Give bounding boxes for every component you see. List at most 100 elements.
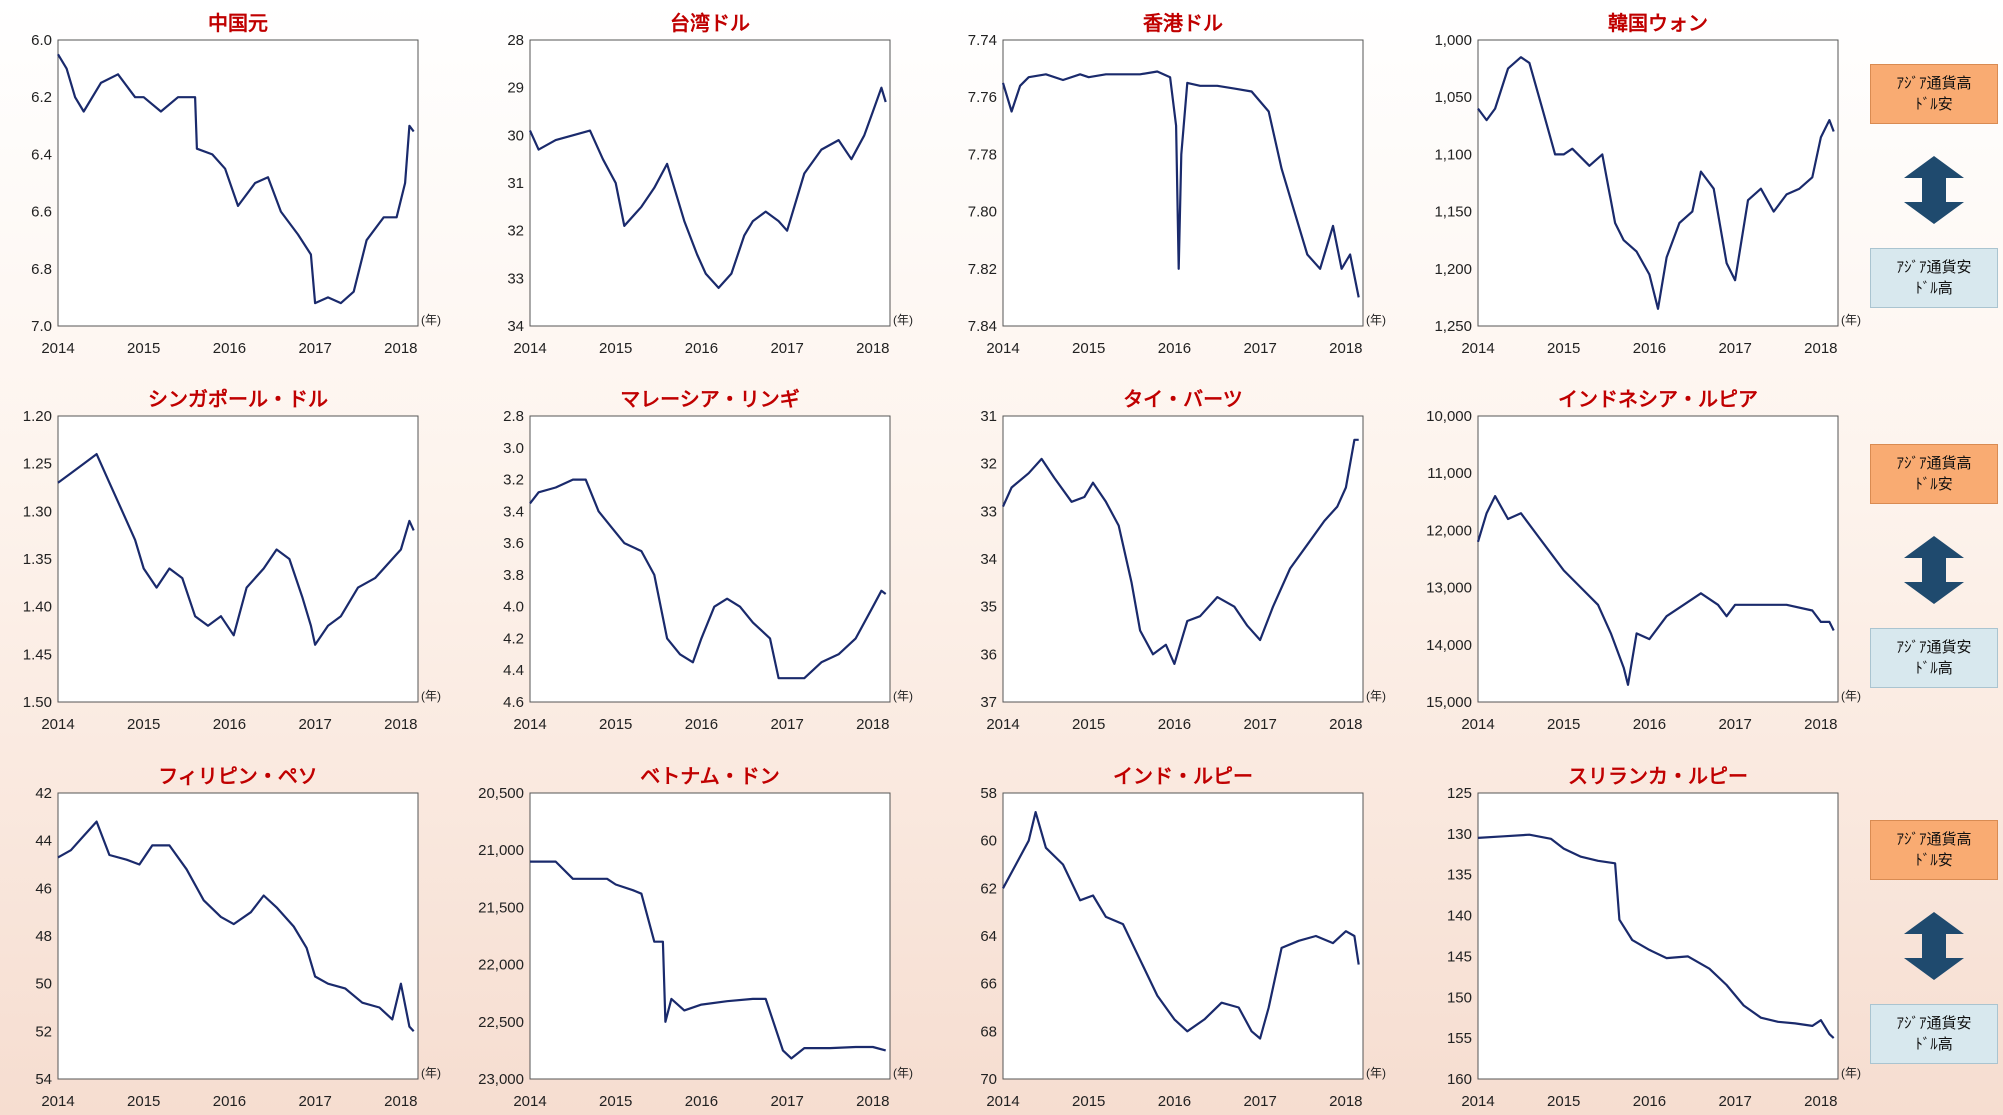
x-tick-label: 2015 xyxy=(127,716,160,733)
x-tick-label: 2017 xyxy=(770,340,803,357)
y-tick-label: 4.4 xyxy=(503,662,524,679)
y-tick-label: 4.2 xyxy=(503,630,524,647)
y-tick-label: 1.20 xyxy=(23,408,52,425)
x-tick-label: 2014 xyxy=(1461,340,1494,357)
y-tick-label: 3.6 xyxy=(503,535,524,552)
series-line xyxy=(528,86,887,289)
chart-title: マレーシア・リンギ xyxy=(620,388,800,411)
x-tick-label: 2015 xyxy=(599,340,632,357)
y-tick-label: 20,500 xyxy=(478,785,524,802)
y-tick-label: 135 xyxy=(1447,867,1472,884)
chart-title: インドネシア・ルピア xyxy=(1558,388,1758,411)
y-tick-label: 3.4 xyxy=(503,503,524,520)
x-tick-label: 2015 xyxy=(1547,340,1580,357)
y-tick-label: 6.8 xyxy=(31,261,52,278)
plot-area xyxy=(57,792,419,1080)
chart-title: シンガポール・ドル xyxy=(148,387,328,411)
chart-panel: フィリピン・ペソ 42 44 46 48 50 52 54 2014 2015 2016 2017 20… xyxy=(35,765,441,1110)
x-tick-label: 2016 xyxy=(1633,716,1666,733)
plot-area xyxy=(529,39,891,327)
y-tick-label: 7.76 xyxy=(968,89,997,106)
y-tick-label: 58 xyxy=(980,785,997,802)
y-tick-label: 11,000 xyxy=(1427,465,1472,482)
y-tick-label: 14,000 xyxy=(1426,637,1472,654)
x-tick-label: 2014 xyxy=(986,716,1019,733)
y-tick-label: 62 xyxy=(980,880,997,897)
chart-title: 韓国ウォン xyxy=(1608,11,1708,35)
x-tick-label: 2016 xyxy=(1633,1093,1666,1110)
x-tick-label: 2018 xyxy=(1804,716,1837,733)
y-tick-label: 7.0 xyxy=(31,318,52,335)
x-unit-label: (年) xyxy=(1366,689,1386,703)
y-tick-label: 52 xyxy=(35,1023,52,1040)
x-tick-label: 2014 xyxy=(41,1093,74,1110)
y-tick-label: 48 xyxy=(35,928,52,945)
plot-area xyxy=(1477,39,1839,327)
x-unit-label: (年) xyxy=(1841,689,1861,703)
y-tick-label: 3.2 xyxy=(503,472,524,489)
x-tick-label: 2017 xyxy=(770,1093,803,1110)
y-tick-label: 1,100 xyxy=(1434,146,1472,163)
chart-panel: タイ・バーツ 31 32 33 34 35 36 37 2014 2015 2016 2017 2018… xyxy=(980,388,1386,733)
x-tick-label: 2018 xyxy=(1804,340,1837,357)
x-tick-label: 2018 xyxy=(1329,1093,1362,1110)
y-tick-label: 28 xyxy=(507,32,524,49)
chart-title: 中国元 xyxy=(208,11,268,35)
legend-high-box: ｱｼﾞｱ通貨高 ﾄﾞﾙ安 xyxy=(1870,64,1998,124)
x-tick-label: 2017 xyxy=(1718,340,1751,357)
y-tick-label: 2.8 xyxy=(503,408,524,425)
plot-area xyxy=(1002,39,1364,327)
x-unit-label: (年) xyxy=(893,689,913,703)
x-unit-label: (年) xyxy=(421,1066,441,1080)
x-tick-label: 2017 xyxy=(298,340,331,357)
y-tick-label: 34 xyxy=(980,551,997,568)
x-tick-label: 2014 xyxy=(41,340,74,357)
y-tick-label: 64 xyxy=(980,928,997,945)
y-tick-label: 46 xyxy=(35,880,52,897)
y-tick-label: 1,250 xyxy=(1434,318,1472,335)
y-tick-label: 6.0 xyxy=(31,32,52,49)
y-tick-label: 33 xyxy=(980,503,997,520)
y-tick-label: 3.0 xyxy=(503,440,524,457)
chart-title: 台湾ドル xyxy=(670,11,750,35)
y-tick-label: 1.25 xyxy=(23,456,52,473)
chart-panel: シンガポール・ドル 1.20 1.25 1.30 1.35 1.40 1.45 1.50 201… xyxy=(23,387,441,733)
y-tick-label: 23,000 xyxy=(478,1071,524,1088)
chart-panel: 台湾ドル 28 29 30 31 32 33 34 2014 2015 2016 2017 2018 (年… xyxy=(507,11,913,357)
y-tick-label: 15,000 xyxy=(1426,694,1472,711)
series-line xyxy=(529,478,887,680)
y-tick-label: 31 xyxy=(980,408,997,425)
chart-panel: インドネシア・ルピア 10,000 11,000 12,000 13,000 14,000… xyxy=(1426,388,1861,733)
series-line xyxy=(57,820,415,1033)
x-tick-label: 2015 xyxy=(1547,1093,1580,1110)
y-tick-label: 60 xyxy=(980,833,997,850)
x-tick-label: 2017 xyxy=(298,716,331,733)
y-tick-label: 44 xyxy=(35,833,52,850)
x-tick-label: 2017 xyxy=(298,1093,331,1110)
y-tick-label: 4.6 xyxy=(503,694,524,711)
x-unit-label: (年) xyxy=(893,313,913,327)
x-unit-label: (年) xyxy=(421,689,441,703)
plot-area xyxy=(529,792,891,1080)
x-tick-label: 2015 xyxy=(1072,1093,1105,1110)
series-line xyxy=(1476,495,1835,686)
x-tick-label: 2018 xyxy=(384,716,417,733)
x-tick-label: 2017 xyxy=(1243,340,1276,357)
x-tick-label: 2017 xyxy=(1243,1093,1276,1110)
x-tick-label: 2015 xyxy=(1072,340,1105,357)
y-tick-label: 1.40 xyxy=(23,599,52,616)
y-tick-label: 140 xyxy=(1447,908,1472,925)
x-tick-label: 2016 xyxy=(685,1093,718,1110)
x-tick-label: 2015 xyxy=(599,1093,632,1110)
x-tick-label: 2017 xyxy=(770,716,803,733)
series-line xyxy=(1477,833,1835,1039)
y-tick-label: 30 xyxy=(507,127,524,144)
chart-title: インド・ルピー xyxy=(1113,765,1253,788)
chart-panel: スリランカ・ルピー 125 130 135 140 145 150 155 160 2014 201… xyxy=(1447,765,1861,1110)
plot-area xyxy=(1002,792,1364,1080)
y-tick-label: 33 xyxy=(507,270,524,287)
y-tick-label: 150 xyxy=(1447,989,1472,1006)
x-tick-label: 2017 xyxy=(1718,1093,1751,1110)
x-unit-label: (年) xyxy=(1366,1066,1386,1080)
